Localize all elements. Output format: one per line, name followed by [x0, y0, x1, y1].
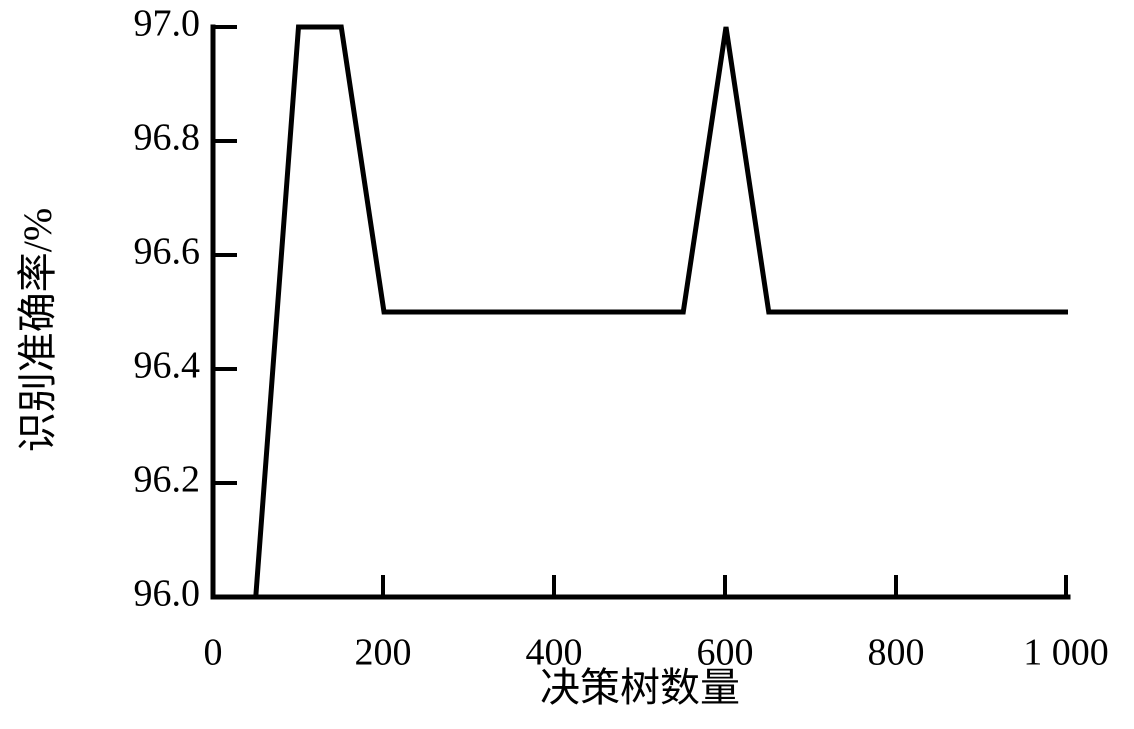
x-tick-label: 200 — [355, 631, 412, 673]
x-tick-label: 400 — [526, 631, 583, 673]
y-tick-marks — [213, 25, 237, 485]
x-axis-title: 决策树数量 — [540, 665, 740, 710]
y-axis-title: 识别准确率/% — [15, 208, 60, 452]
y-tick-label: 97.0 — [134, 3, 201, 45]
y-tick-label: 96.4 — [134, 345, 201, 387]
y-tick-label: 96.8 — [134, 117, 201, 159]
x-tick-marks — [381, 575, 1068, 597]
x-tick-label: 1 000 — [1023, 631, 1109, 673]
data-series-line — [253, 24, 1068, 598]
x-tick-label: 0 — [204, 631, 223, 673]
y-tick-label: 96.2 — [134, 459, 201, 501]
x-tick-label: 800 — [868, 631, 925, 673]
y-tick-labels: 97.0 96.8 96.6 96.4 96.2 96.0 — [134, 3, 201, 615]
x-tick-label: 600 — [697, 631, 754, 673]
y-tick-label: 96.0 — [134, 573, 201, 615]
y-tick-label: 96.6 — [134, 231, 201, 273]
x-tick-labels: 0 200 400 600 800 1 000 — [204, 631, 1109, 673]
